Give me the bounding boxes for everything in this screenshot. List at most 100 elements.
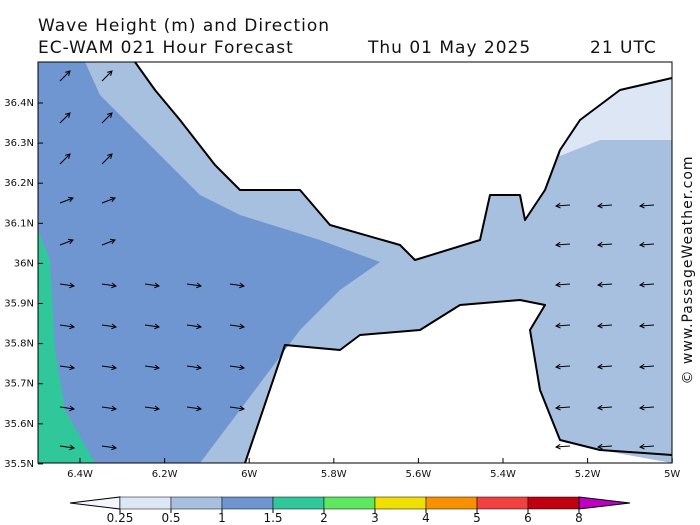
wave-low	[560, 78, 672, 156]
arrow	[186, 282, 203, 289]
wave-mid	[38, 62, 380, 463]
arrow	[638, 281, 655, 288]
arrow	[101, 405, 118, 412]
lat-label: 36.4N	[4, 98, 34, 109]
legend-label: 6	[524, 511, 532, 525]
legend-bin	[221, 496, 274, 510]
lat-label: 35.5N	[4, 459, 34, 470]
arrow	[59, 196, 74, 204]
arrow	[101, 238, 116, 246]
arrow	[554, 202, 571, 209]
model: EC-WAM 021 Hour Forecast	[38, 38, 294, 58]
arrow	[144, 323, 161, 330]
time: 21 UTC	[590, 38, 657, 58]
arrow	[59, 70, 71, 82]
arrow	[596, 404, 613, 411]
legend-bin	[374, 496, 427, 510]
lat-label: 35.9N	[4, 299, 34, 310]
arrow	[638, 241, 655, 248]
arrow	[59, 282, 76, 289]
map	[37, 61, 673, 464]
lat-label: 35.7N	[4, 379, 34, 390]
arrow	[638, 443, 655, 450]
legend-over	[578, 496, 631, 510]
arrow	[101, 364, 118, 371]
arrow	[638, 404, 655, 411]
arrow	[554, 241, 571, 248]
lon-label: 6W	[241, 469, 257, 480]
arrow	[229, 323, 246, 330]
legend-under	[69, 496, 121, 510]
arrow	[186, 364, 203, 371]
legend-bin	[527, 496, 580, 510]
legend-bin	[170, 496, 223, 510]
lat-label: 35.8N	[4, 339, 34, 350]
arrow	[101, 282, 118, 289]
lon-label: 5.4W	[490, 469, 516, 480]
credit: © www.PassageWeather.com	[680, 155, 696, 384]
arrow	[554, 281, 571, 288]
lat-label: 36N	[14, 258, 34, 269]
coast-north	[134, 61, 673, 261]
lon-label: 5.2W	[575, 469, 601, 480]
arrow	[186, 405, 203, 412]
arrow	[101, 444, 118, 451]
lon-label: 6.2W	[152, 469, 178, 480]
lon-label: 5.8W	[321, 469, 347, 480]
legend-bin	[119, 496, 172, 510]
arrow	[59, 444, 76, 451]
arrow	[554, 443, 571, 450]
arrow	[638, 322, 655, 329]
lon-label: 5W	[664, 469, 680, 480]
arrow	[229, 405, 246, 412]
legend-bin	[323, 496, 376, 510]
title: Wave Height (m) and Direction	[38, 16, 330, 36]
arrow	[59, 238, 74, 246]
arrow	[59, 323, 76, 330]
arrow	[638, 202, 655, 209]
arrow	[596, 363, 613, 370]
arrow	[638, 363, 655, 370]
lon-label: 5.6W	[406, 469, 432, 480]
legend-label: 0.25	[107, 511, 134, 525]
arrow	[554, 404, 571, 411]
arrow	[596, 322, 613, 329]
lat-label: 36.3N	[4, 138, 34, 149]
legend-label: 3	[371, 511, 379, 525]
arrow	[229, 364, 246, 371]
arrow	[101, 112, 113, 124]
arrow	[596, 241, 613, 248]
legend-label: 8	[575, 511, 583, 525]
lon-label: 6.4W	[67, 469, 93, 480]
legend-label: 5	[473, 511, 481, 525]
arrow	[554, 322, 571, 329]
lat-label: 36.2N	[4, 178, 34, 189]
arrow	[554, 363, 571, 370]
arrow	[144, 282, 161, 289]
wave-high	[38, 230, 95, 463]
arrow	[59, 112, 71, 124]
legend-label: 1.5	[263, 511, 282, 525]
arrow	[59, 153, 71, 165]
legend-bin	[476, 496, 529, 510]
coast-south	[244, 299, 673, 464]
arrow	[101, 153, 113, 165]
lat-label: 35.6N	[4, 419, 34, 430]
map-frame	[37, 61, 673, 464]
wave-arrows	[59, 70, 655, 451]
arrow	[101, 196, 116, 204]
arrow	[229, 282, 246, 289]
legend-bin	[272, 496, 325, 510]
legend-label: 1	[218, 511, 226, 525]
arrow	[59, 405, 76, 412]
legend-label: 4	[422, 511, 430, 525]
arrow	[144, 405, 161, 412]
arrow	[596, 202, 613, 209]
lat-label: 36.1N	[4, 218, 34, 229]
arrow	[59, 364, 76, 371]
arrow	[101, 323, 118, 330]
legend-bin	[425, 496, 478, 510]
legend-label: 0.5	[161, 511, 180, 525]
arrow	[101, 70, 113, 82]
